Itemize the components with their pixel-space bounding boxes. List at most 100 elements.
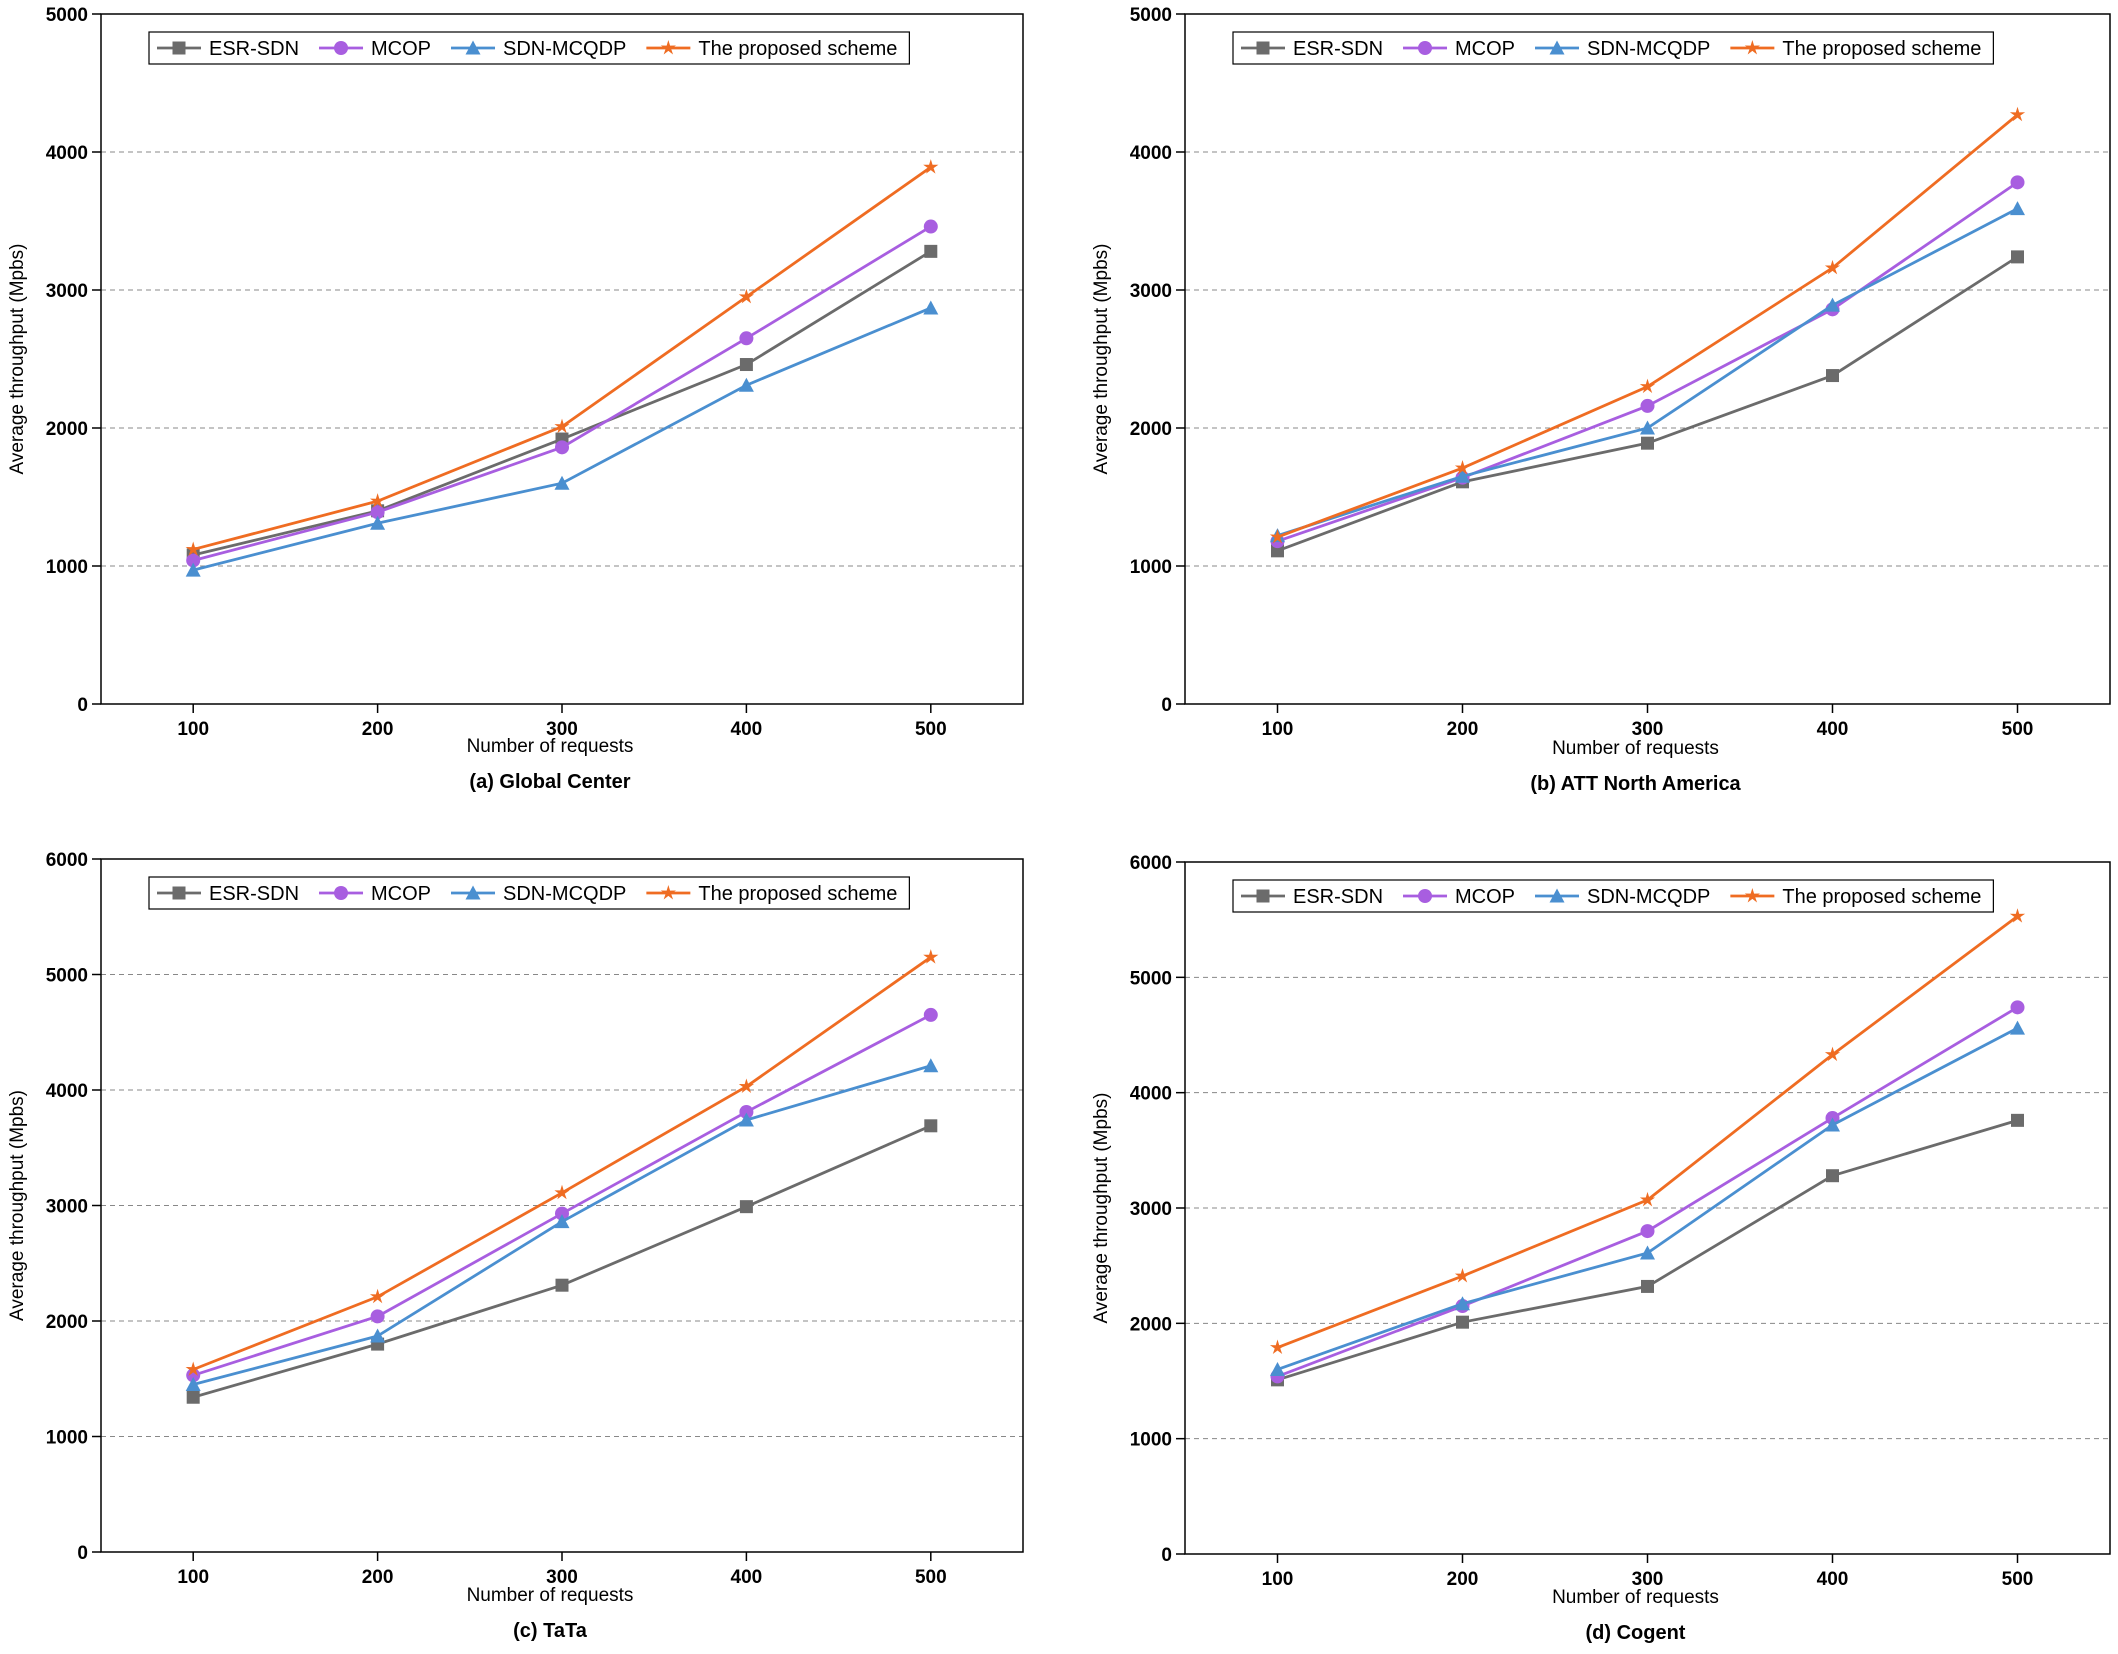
marker	[923, 219, 938, 234]
plot-frame	[100, 858, 1024, 1553]
marker	[2010, 1020, 2025, 1035]
marker	[555, 1278, 569, 1292]
y-tick-label: 1000	[46, 557, 88, 578]
legend-marker	[1744, 888, 1760, 903]
legend-label: The proposed scheme	[698, 883, 897, 905]
legend-label: The proposed scheme	[698, 38, 897, 60]
marker	[1640, 398, 1655, 413]
legend-marker	[172, 886, 186, 900]
chart-panel: 0 1000 2000 3000 4000 5000 100 200 300 400 500 ESR-…	[7, 5, 1024, 793]
plot-frame	[1184, 13, 2111, 705]
marker	[739, 331, 754, 346]
marker	[2009, 908, 2026, 923]
marker	[186, 553, 201, 568]
chart-caption: (c) TaTa	[513, 1620, 588, 1642]
legend: ESR-SDN MCOP SDN-MCQDP The proposed scheme	[148, 31, 910, 65]
chart-caption: (b) ATT North America	[1530, 773, 1741, 795]
marker	[185, 562, 201, 577]
x-tick-label: 100	[177, 719, 209, 740]
marker	[923, 1007, 938, 1022]
legend-label: ESR-SDN	[1293, 38, 1383, 60]
marker	[1826, 1169, 1839, 1183]
marker	[738, 1078, 755, 1094]
marker	[1639, 378, 1656, 394]
y-tick-label: 5000	[1130, 5, 1172, 26]
marker	[2010, 201, 2025, 216]
y-tick-label: 2000	[1130, 1314, 1172, 1335]
x-tick-label: 500	[2002, 1569, 2034, 1590]
marker	[923, 949, 939, 964]
x-tick-label: 100	[1262, 1569, 1294, 1590]
legend-marker	[465, 40, 481, 55]
y-tick-label: 4000	[1130, 143, 1172, 164]
chart-panel: 0 1000 2000 3000 4000 5000 100 200 300 400 500 ESR-…	[1091, 5, 2111, 795]
marker	[1641, 1279, 1654, 1293]
legend-box	[148, 31, 910, 65]
legend-marker	[1256, 889, 1270, 903]
y-tick-label: 1000	[1130, 557, 1172, 578]
x-axis-title: Number of requests	[1552, 1587, 1719, 1608]
y-tick-label: 6000	[46, 850, 88, 871]
marker	[1271, 544, 1284, 558]
legend-label: ESR-SDN	[209, 38, 299, 60]
x-axis-title: Number of requests	[467, 1585, 634, 1606]
legend-box	[1232, 31, 1994, 65]
x-tick-label: 100	[1262, 719, 1294, 740]
marker	[1455, 1296, 1470, 1311]
legend-marker	[1549, 888, 1565, 903]
marker	[739, 358, 753, 372]
marker	[186, 1390, 200, 1404]
series-line	[1277, 1006, 2019, 1378]
marker	[369, 1288, 386, 1304]
legend-label: ESR-SDN	[209, 883, 299, 905]
y-axis-title: Average throughput (Mpbs)	[7, 244, 28, 475]
legend: ESR-SDN MCOP SDN-MCQDP The proposed scheme	[1232, 879, 1994, 913]
x-axis-title: Number of requests	[467, 736, 634, 757]
y-tick-label: 4000	[46, 143, 88, 164]
marker	[1641, 436, 1654, 450]
marker	[2011, 250, 2024, 264]
legend-marker	[334, 41, 349, 55]
series-line	[1277, 181, 2019, 543]
y-tick-label: 2000	[1130, 419, 1172, 440]
x-axis-title: Number of requests	[1552, 738, 1719, 759]
y-tick-label: 0	[77, 695, 88, 716]
marker	[1640, 420, 1655, 435]
y-tick-label: 3000	[1130, 1199, 1172, 1220]
marker	[1640, 1245, 1655, 1260]
marker	[185, 1377, 201, 1392]
marker	[923, 300, 939, 315]
x-tick-label: 400	[1817, 1569, 1849, 1590]
legend-marker	[660, 40, 676, 55]
chart-panel: 0 1000 2000 3000 4000 5000 6000 100 200 300 400 500…	[7, 850, 1024, 1642]
marker	[739, 1200, 753, 1214]
series-line	[1277, 113, 2019, 539]
x-tick-label: 300	[1632, 1569, 1664, 1590]
marker	[739, 1104, 754, 1119]
marker	[185, 541, 201, 556]
marker	[554, 418, 570, 434]
y-axis-title: Average throughput (Mpbs)	[7, 1090, 28, 1321]
y-tick-label: 3000	[1130, 281, 1172, 302]
marker	[554, 475, 570, 490]
marker	[370, 1309, 385, 1324]
marker	[1826, 369, 1839, 383]
x-tick-label: 200	[1447, 1569, 1479, 1590]
legend-marker	[1418, 889, 1433, 903]
legend-label: MCOP	[371, 883, 431, 905]
marker	[738, 377, 754, 392]
legend: ESR-SDN MCOP SDN-MCQDP The proposed scheme	[148, 876, 910, 910]
y-axis-title: Average throughput (Mpbs)	[1091, 244, 1112, 475]
marker	[185, 1361, 201, 1376]
x-tick-label: 400	[1817, 719, 1849, 740]
marker	[923, 159, 939, 174]
x-tick-label: 100	[177, 1567, 209, 1588]
marker	[1824, 1046, 1841, 1062]
y-tick-label: 2000	[46, 419, 88, 440]
legend-marker	[660, 885, 676, 900]
legend-label: MCOP	[1455, 886, 1515, 908]
chart-panel: 0 1000 2000 3000 4000 5000 6000 100 200 300 400 500…	[1091, 853, 2111, 1644]
marker	[370, 515, 386, 530]
legend-marker	[172, 41, 186, 55]
y-tick-label: 2000	[46, 1312, 88, 1333]
